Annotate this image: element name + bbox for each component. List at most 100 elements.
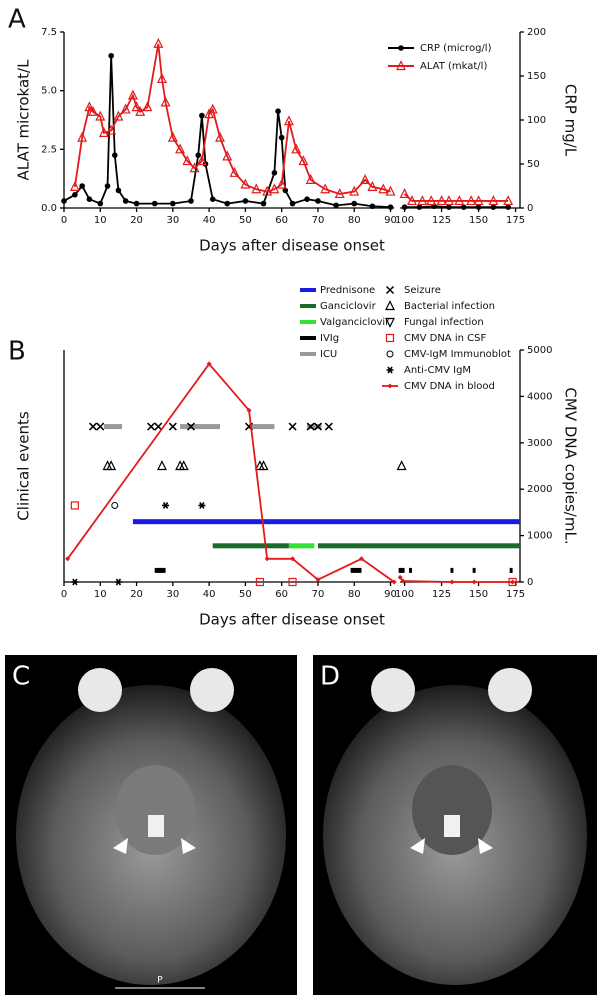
legend-label: Bacterial infection [404, 301, 495, 312]
x-tick-label: 90 [384, 589, 397, 600]
point [104, 183, 111, 189]
x-tick-label: 90 [384, 215, 397, 226]
point [131, 101, 142, 112]
point [283, 115, 294, 126]
x-tick-label: 100 [395, 589, 414, 600]
point [276, 178, 287, 189]
mri-ventricle [148, 815, 164, 837]
point [416, 204, 423, 210]
range-bar [154, 567, 166, 573]
point [195, 152, 202, 158]
point [242, 198, 249, 204]
point [454, 195, 465, 206]
point [86, 196, 93, 202]
point [460, 204, 467, 210]
point [160, 96, 171, 107]
y2-tick-label: 150 [527, 71, 546, 82]
point [209, 196, 216, 202]
range-bar [398, 567, 405, 573]
point [98, 127, 109, 138]
series-line [63, 55, 509, 209]
mri-d: D [313, 655, 597, 995]
y2-tick-label: 0 [527, 577, 533, 588]
legend-label: Prednisone [320, 285, 375, 296]
point [162, 501, 170, 509]
point [260, 200, 267, 207]
series-line [66, 362, 513, 583]
y-tick-label: 5.0 [41, 86, 57, 97]
y-axis-title: ALAT microkat/L [15, 59, 33, 181]
legend-label: Seizure [404, 285, 441, 296]
point [298, 155, 309, 166]
point [417, 195, 428, 206]
point [111, 501, 119, 509]
point [151, 200, 158, 207]
legend-label: ICU [320, 349, 337, 360]
y-tick-label: 7.5 [41, 27, 57, 38]
point [385, 317, 395, 328]
point [288, 422, 297, 431]
point [167, 131, 178, 142]
point [282, 187, 289, 194]
x-tick-label: 30 [166, 589, 179, 600]
point [288, 577, 297, 587]
point [206, 361, 212, 367]
range-bar [212, 543, 289, 549]
point [387, 204, 394, 210]
x-tick-label: 60 [275, 589, 288, 600]
point [156, 73, 167, 84]
point [305, 173, 316, 184]
point [391, 579, 397, 585]
point [196, 155, 207, 166]
range-bar [132, 519, 521, 525]
point [269, 183, 280, 194]
point [246, 407, 252, 413]
point [313, 422, 322, 431]
point [198, 501, 206, 509]
point [449, 579, 455, 585]
point [186, 422, 196, 431]
point [229, 166, 240, 177]
scale-label: P [157, 976, 163, 986]
point [386, 366, 394, 374]
mri-ventricle [444, 815, 460, 837]
point [401, 204, 408, 210]
arrowhead [113, 838, 128, 854]
point [407, 195, 417, 206]
point [120, 103, 131, 114]
arrowhead [478, 838, 493, 854]
point [289, 200, 296, 207]
legend-label: Anti-CMV IgM [404, 365, 471, 376]
point [122, 198, 129, 204]
point [398, 45, 404, 51]
y2-tick-label: 5000 [527, 345, 552, 356]
y2-tick-label: 50 [527, 159, 540, 170]
x-tick-label: 10 [94, 215, 107, 226]
range-bar [249, 424, 275, 430]
point [315, 577, 321, 583]
arrowhead [181, 838, 196, 854]
panel-letter: D [320, 662, 340, 692]
x-tick-label: 125 [432, 215, 451, 226]
point [147, 422, 156, 431]
point [271, 170, 278, 176]
x-tick-label: 80 [348, 215, 361, 226]
y2-tick-label: 1000 [527, 531, 552, 542]
x-tick-label: 30 [166, 215, 179, 226]
point [108, 52, 114, 59]
point [199, 112, 205, 119]
x-tick-label: 80 [348, 589, 361, 600]
point [72, 192, 78, 198]
point [278, 134, 285, 141]
point [189, 162, 200, 173]
point [106, 124, 117, 135]
y-tick-label: 0.0 [41, 203, 57, 214]
point [475, 204, 482, 210]
x-tick-label: 125 [432, 589, 451, 600]
point [466, 195, 477, 206]
point [471, 579, 477, 585]
x-tick-label: 70 [312, 589, 325, 600]
point [255, 577, 265, 587]
point [385, 185, 396, 196]
point [426, 195, 437, 206]
